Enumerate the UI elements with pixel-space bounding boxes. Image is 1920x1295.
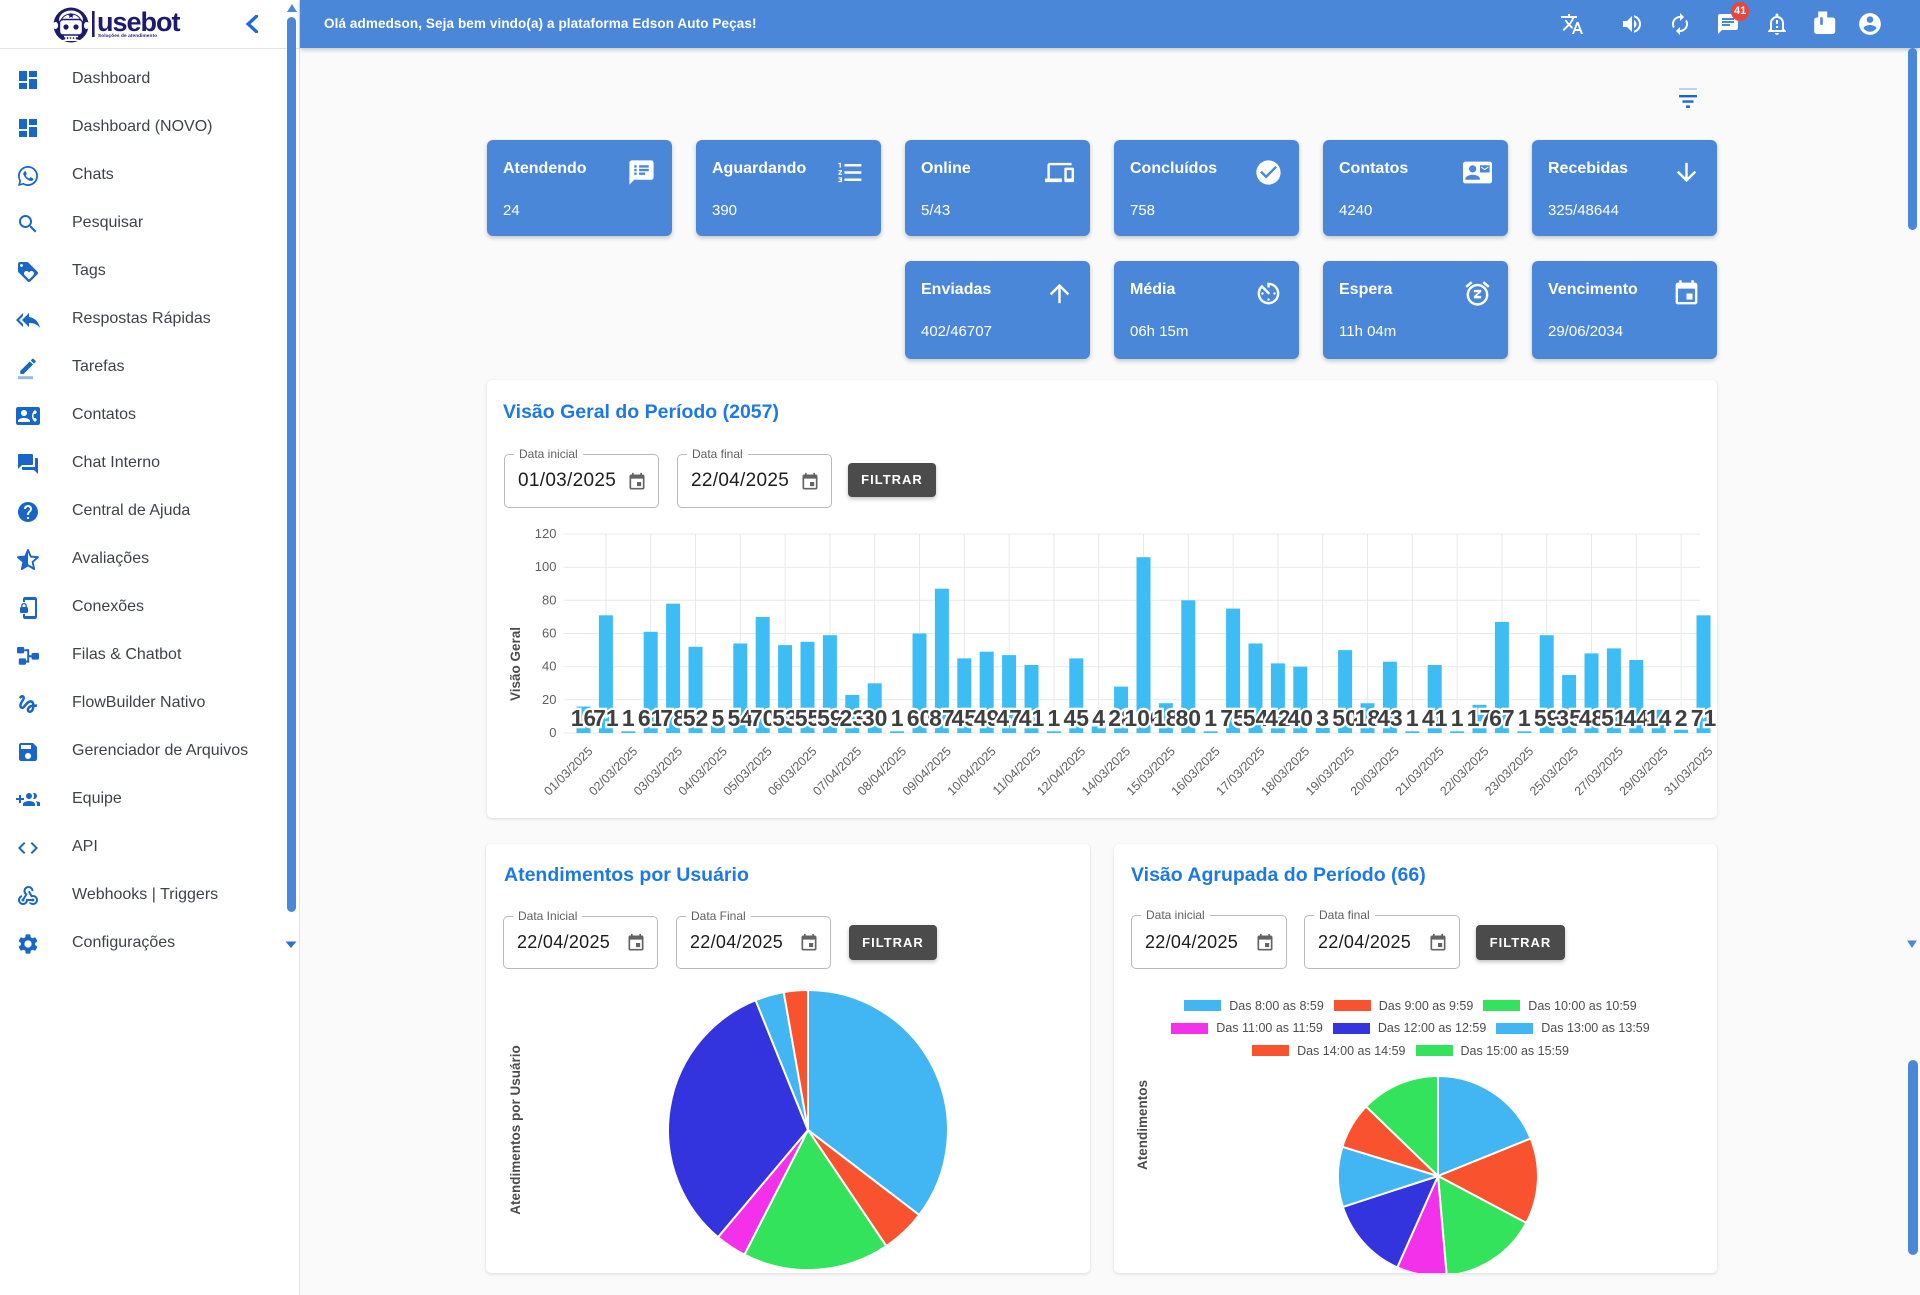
svg-text:Atendimentos: Atendimentos	[1135, 1080, 1150, 1170]
svg-text:1: 1	[1204, 705, 1217, 731]
svg-text:71: 71	[593, 705, 619, 731]
svg-text:30: 30	[862, 705, 888, 731]
svg-text:106: 106	[1124, 705, 1162, 731]
svg-text:40: 40	[542, 659, 556, 674]
svg-text:Soluções de atendimento: Soluções de atendimento	[98, 33, 157, 38]
svg-text:4: 4	[1092, 705, 1105, 731]
svg-text:14: 14	[1646, 705, 1672, 731]
svg-text:20: 20	[542, 692, 556, 707]
svg-text:78: 78	[660, 705, 686, 731]
svg-text:70: 70	[750, 705, 776, 731]
svg-text:Atendimentos por Usuário: Atendimentos por Usuário	[508, 1045, 523, 1215]
svg-text:16: 16	[571, 705, 597, 731]
svg-text:3: 3	[1316, 705, 1329, 731]
svg-text:59: 59	[1534, 705, 1560, 731]
svg-text:28: 28	[1108, 705, 1134, 731]
svg-text:100: 100	[535, 559, 557, 574]
svg-text:61: 61	[638, 705, 664, 731]
svg-text:120: 120	[535, 526, 557, 541]
svg-text:1: 1	[1048, 705, 1061, 731]
svg-text:45: 45	[1064, 705, 1090, 731]
svg-text:usebot: usebot	[97, 7, 181, 37]
svg-text:45: 45	[952, 705, 978, 731]
svg-text:50: 50	[1332, 705, 1358, 731]
svg-text:2: 2	[1675, 705, 1688, 731]
svg-text:10/04/2025: 10/04/2025	[945, 744, 999, 798]
svg-text:1: 1	[1451, 705, 1464, 731]
svg-text:41: 41	[1019, 705, 1045, 731]
svg-text:18: 18	[1355, 705, 1381, 731]
svg-text:47: 47	[996, 705, 1022, 731]
svg-text:87: 87	[929, 705, 955, 731]
svg-text:0: 0	[549, 725, 556, 740]
svg-text:17: 17	[1467, 705, 1493, 731]
svg-text:55: 55	[795, 705, 821, 731]
svg-text:49: 49	[974, 705, 1000, 731]
svg-text:Visão Geral: Visão Geral	[508, 627, 523, 701]
svg-text:23: 23	[840, 705, 866, 731]
svg-text:31/03/2025: 31/03/2025	[1661, 744, 1715, 798]
svg-text:43: 43	[1377, 705, 1403, 731]
svg-text:67: 67	[1489, 705, 1515, 731]
svg-text:54: 54	[1243, 705, 1269, 731]
svg-text:48: 48	[1579, 705, 1605, 731]
svg-text:18: 18	[1153, 705, 1179, 731]
svg-text:41: 41	[1422, 705, 1448, 731]
svg-text:53: 53	[772, 705, 798, 731]
svg-text:75: 75	[1220, 705, 1246, 731]
svg-text:40: 40	[1288, 705, 1314, 731]
svg-text:52: 52	[683, 705, 709, 731]
svg-text:59: 59	[817, 705, 843, 731]
svg-text:5: 5	[712, 705, 725, 731]
svg-text:1: 1	[1406, 705, 1419, 731]
svg-text:42: 42	[1265, 705, 1291, 731]
svg-text:60: 60	[542, 626, 556, 641]
svg-text:1: 1	[622, 705, 635, 731]
svg-text:51: 51	[1601, 705, 1627, 731]
svg-text:1: 1	[1518, 705, 1531, 731]
svg-text:71: 71	[1691, 705, 1717, 731]
svg-text:54: 54	[728, 705, 754, 731]
svg-text:35: 35	[1556, 705, 1582, 731]
svg-text:80: 80	[542, 592, 556, 607]
svg-text:44: 44	[1624, 705, 1650, 731]
svg-text:80: 80	[1176, 705, 1202, 731]
svg-text:1: 1	[891, 705, 904, 731]
svg-text:60: 60	[907, 705, 933, 731]
